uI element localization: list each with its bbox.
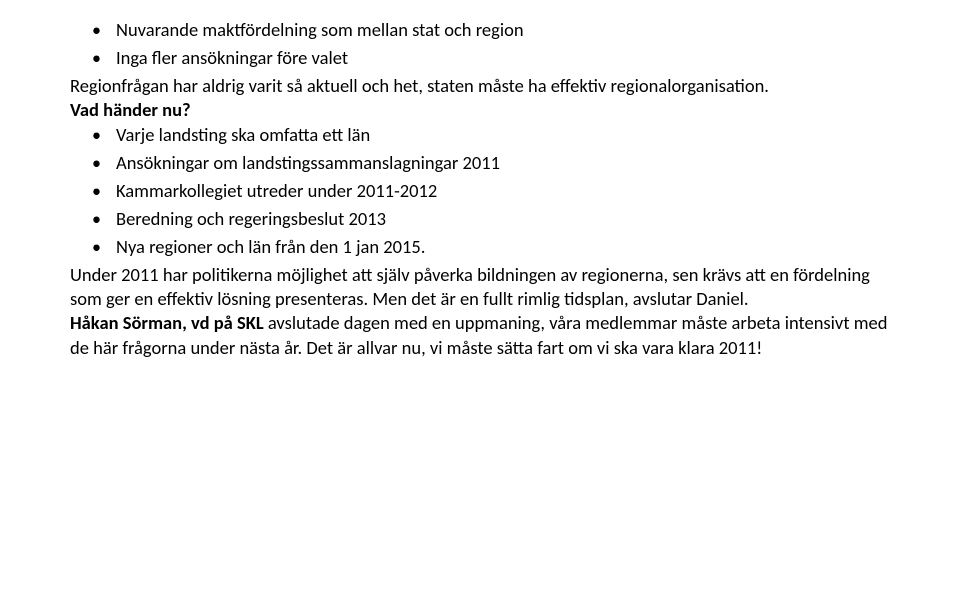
closing-name: Håkan Sörman, vd på SKL bbox=[70, 311, 264, 334]
list-item: Beredning och regeringsbeslut 2013 bbox=[116, 207, 890, 232]
list-item: Ansökningar om landstingssammanslagninga… bbox=[116, 151, 890, 176]
list-item: Varje landsting ska omfatta ett län bbox=[116, 123, 890, 148]
paragraph-intro: Regionfrågan har aldrig varit så aktuell… bbox=[70, 74, 890, 98]
mid-bullet-list: Varje landsting ska omfatta ett län Ansö… bbox=[70, 123, 890, 260]
paragraph-body: Under 2011 har politikerna möjlighet att… bbox=[70, 263, 890, 312]
document-page: Nuvarande maktfördelning som mellan stat… bbox=[0, 0, 960, 360]
list-item: Kammarkollegiet utreder under 2011-2012 bbox=[116, 179, 890, 204]
list-item: Inga fler ansökningar före valet bbox=[116, 46, 890, 71]
list-item: Nuvarande maktfördelning som mellan stat… bbox=[116, 18, 890, 43]
paragraph-closing: Håkan Sörman, vd på SKL avslutade dagen … bbox=[70, 311, 890, 360]
list-item: Nya regioner och län från den 1 jan 2015… bbox=[116, 235, 890, 260]
top-bullet-list: Nuvarande maktfördelning som mellan stat… bbox=[70, 18, 890, 71]
subheading: Vad händer nu? bbox=[70, 98, 890, 122]
